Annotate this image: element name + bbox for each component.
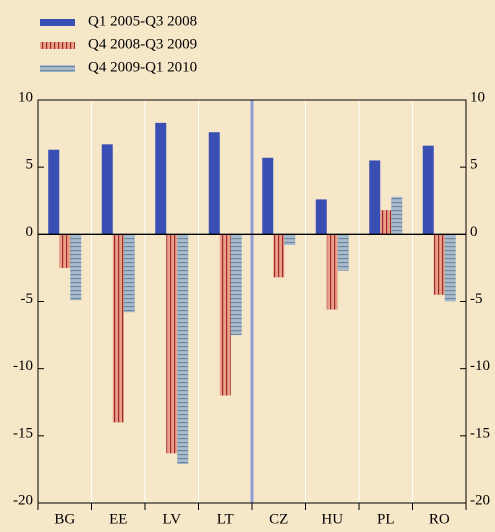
y2-tick-label: -20 [470,492,490,508]
y2-tick-label: -10 [470,358,490,374]
x-tick-label: LV [162,511,181,527]
legend-label: Q1 2005-Q3 2008 [88,13,197,29]
legend-label: Q4 2008-Q3 2009 [88,36,197,52]
y2-tick-label: 5 [470,157,478,173]
bar [155,122,167,235]
x-tick-label: RO [429,511,450,527]
bar [444,234,456,302]
bar [177,234,189,465]
legend-swatch [40,42,75,49]
bar [208,132,220,235]
x-tick-label: CZ [269,511,288,527]
x-tick-label: PL [377,511,395,527]
y-tick-label: 0 [26,224,34,240]
bar [101,144,113,235]
bar [433,234,445,295]
y2-tick-label: 10 [470,89,485,105]
y-tick-label: -20 [13,492,33,508]
legend-swatch [40,65,75,72]
bar [123,234,135,313]
y-tick-label: -10 [13,358,33,374]
y-tick-label: -15 [13,425,33,441]
y-tick-label: -5 [21,291,34,307]
x-tick-label: HU [321,511,343,527]
bar [391,196,403,235]
bar [273,234,285,278]
legend-swatch [40,19,75,26]
bar [230,234,242,336]
bar [380,210,392,235]
x-tick-label: EE [109,511,127,527]
bar [112,234,124,423]
legend-label: Q4 2009-Q1 2010 [88,59,197,75]
x-tick-label: LT [217,511,234,527]
bar [422,145,434,235]
x-tick-label: BG [54,511,75,527]
bar [326,234,338,310]
y2-tick-label: 0 [470,224,478,240]
y2-tick-label: -15 [470,425,490,441]
bar [59,234,71,268]
bar [369,160,381,235]
bar [48,149,60,235]
bar [70,234,82,301]
bar [262,157,274,235]
bar [337,234,349,271]
bar [315,199,327,235]
bar [284,234,296,246]
y-tick-label: 5 [26,157,34,173]
y2-tick-label: -5 [470,291,483,307]
y-tick-label: 10 [18,89,33,105]
bar [166,234,178,454]
bar [219,234,231,396]
